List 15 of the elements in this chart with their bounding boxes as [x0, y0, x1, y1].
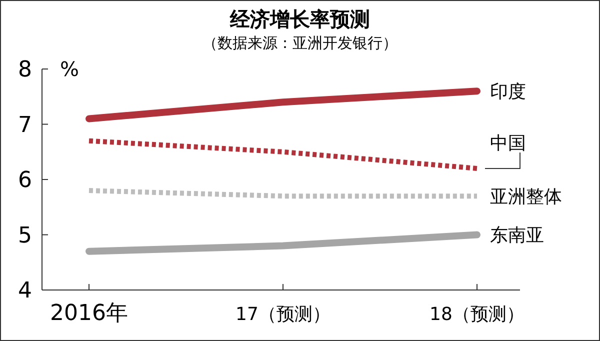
x-tick-label: 18（预测） [430, 304, 524, 325]
x-tick-label: 2016年 [50, 301, 128, 326]
y-tick-label: 8 [18, 58, 32, 83]
y-tick-label: 4 [18, 278, 32, 304]
series-label: 中国 [490, 132, 526, 154]
y-tick-label: 5 [18, 223, 32, 248]
series-label: 亚洲整体 [490, 186, 562, 208]
y-tick-label: 6 [18, 168, 32, 194]
series-label: 东南亚 [490, 225, 544, 246]
y-axis-title: % [60, 57, 80, 81]
series-label: 印度 [490, 81, 526, 102]
y-tick-label: 7 [18, 112, 32, 138]
chart-title: 经济增长率预测 [229, 7, 370, 31]
chart-subtitle: （数据来源：亚洲开发银行） [202, 34, 398, 52]
x-tick-label: 17（预测） [236, 304, 330, 325]
